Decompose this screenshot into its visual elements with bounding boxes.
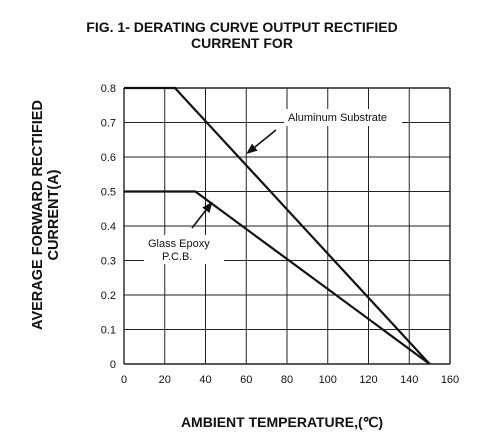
aluminum-arrow-head bbox=[246, 143, 258, 154]
glass-epoxy-arrow bbox=[191, 209, 207, 229]
y-tick-label: 0.6 bbox=[101, 152, 116, 164]
y-tick-label: 0.3 bbox=[101, 256, 116, 268]
y-tick-label: 0.7 bbox=[101, 118, 116, 130]
grid bbox=[123, 87, 451, 365]
y-tick-label: 0.1 bbox=[101, 325, 116, 337]
annotations: Aluminum Substrate Glass Epoxy P.C.B. bbox=[144, 109, 402, 264]
y-tick-labels: 0 0.1 0.2 0.3 0.4 0.5 0.6 0.7 0.8 bbox=[101, 83, 116, 371]
aluminum-substrate-label: Aluminum Substrate bbox=[288, 112, 387, 124]
y-tick-label: 0.5 bbox=[101, 187, 116, 199]
x-tick-label: 0 bbox=[121, 374, 127, 386]
glass-epoxy-arrow-head bbox=[202, 201, 213, 214]
series-lines bbox=[124, 86, 431, 365]
glass-epoxy-curve bbox=[124, 190, 431, 365]
chart-title: FIG. 1- DERATING CURVE OUTPUT RECTIFIED … bbox=[0, 19, 484, 51]
aluminum-arrow bbox=[254, 129, 277, 148]
y-tick-label: 0 bbox=[110, 359, 116, 371]
chart-title-line2: CURRENT FOR bbox=[191, 35, 293, 51]
chart-title-line1: FIG. 1- DERATING CURVE OUTPUT RECTIFIED bbox=[86, 19, 398, 35]
glass-epoxy-label-line1: Glass Epoxy bbox=[148, 238, 210, 250]
y-tick-label: 0.4 bbox=[101, 221, 116, 233]
x-tick-labels: 0 20 40 60 80 100 120 140 160 bbox=[121, 374, 459, 386]
aluminum-label-background bbox=[284, 109, 402, 126]
x-tick-label: 120 bbox=[359, 374, 377, 386]
x-tick-label: 140 bbox=[400, 374, 418, 386]
x-axis-label: AMBIENT TEMPERATURE,(℃) bbox=[180, 414, 384, 430]
aluminum-substrate-curve bbox=[124, 86, 431, 365]
x-tick-label: 60 bbox=[240, 374, 252, 386]
glass-epoxy-label-background bbox=[144, 235, 224, 264]
y-tick-label: 0.2 bbox=[101, 290, 116, 302]
x-tick-label: 20 bbox=[159, 374, 171, 386]
x-tick-label: 80 bbox=[281, 374, 293, 386]
x-tick-label: 160 bbox=[441, 374, 459, 386]
x-tick-label: 40 bbox=[199, 374, 211, 386]
glass-epoxy-label-line2: P.C.B. bbox=[162, 251, 192, 263]
y-tick-label: 0.8 bbox=[101, 83, 116, 95]
x-tick-label: 100 bbox=[319, 374, 337, 386]
